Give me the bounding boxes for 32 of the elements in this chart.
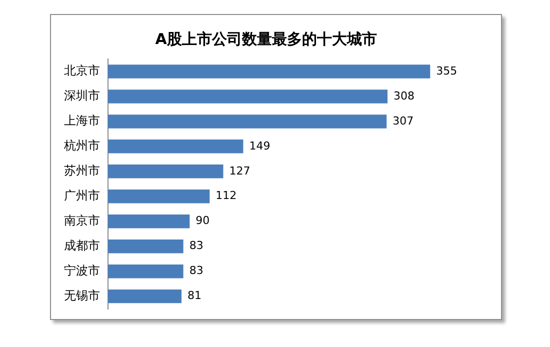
chart-title: A股上市公司数量最多的十大城市 [155, 30, 377, 48]
bar [108, 64, 430, 78]
bar [108, 264, 184, 278]
y-tick-label: 广州市 [64, 188, 100, 203]
data-label: 307 [392, 114, 414, 128]
bar [108, 289, 182, 304]
y-tick-label: 宁波市 [64, 263, 100, 278]
chart-frame: A股上市公司数量最多的十大城市 北京市 深圳市 上海市 杭州市 苏州市 广州市 南京市 成都市 宁波市 无锡市 355 308 307 149 127 112 90 83 83 81 [50, 14, 502, 320]
data-label: 308 [394, 89, 415, 102]
y-tick-label: 杭州市 [63, 138, 100, 153]
data-label: 355 [436, 64, 458, 78]
data-label: 127 [229, 164, 250, 178]
y-tick-label: 无锡市 [64, 288, 100, 302]
bar [108, 164, 224, 178]
bar [108, 140, 244, 154]
bar [108, 214, 190, 228]
data-label: 90 [196, 214, 210, 228]
bar [108, 239, 184, 254]
data-label: 83 [189, 264, 204, 278]
y-tick-label: 南京市 [64, 213, 100, 228]
y-tick-label: 深圳市 [64, 88, 100, 103]
bar [108, 90, 388, 104]
data-label: 112 [216, 189, 237, 202]
data-label: 83 [189, 239, 204, 252]
y-tick-label: 苏州市 [64, 164, 100, 178]
data-label: 149 [249, 139, 270, 152]
bar [108, 190, 210, 204]
y-tick-label: 上海市 [64, 114, 100, 128]
bar [108, 114, 387, 128]
y-tick-label: 北京市 [64, 64, 100, 78]
y-tick-label: 成都市 [64, 238, 100, 252]
data-label: 81 [188, 289, 202, 302]
